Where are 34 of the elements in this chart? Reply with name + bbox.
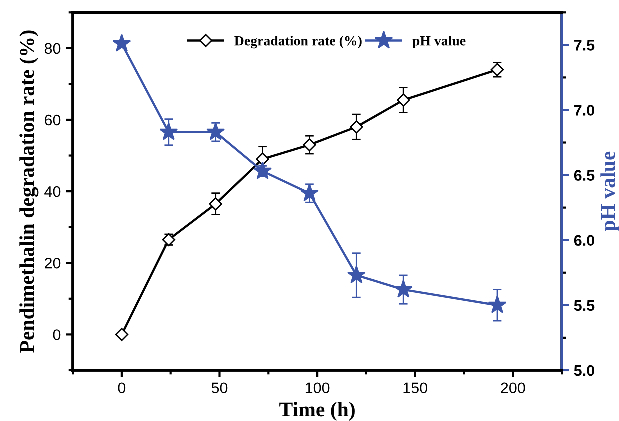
legend-label: pH value [412,36,466,49]
x-tick-label: 150 [404,382,428,394]
x-tick-label: 100 [306,382,330,394]
y-axis-title: Pendimethalin degradation rate (%) [20,30,39,353]
point [206,122,226,140]
y2-tick-label: 7.0 [574,105,594,116]
y-tick-label: 0 [53,330,61,340]
y-tick-label: 80 [44,43,61,54]
point [397,94,410,107]
point [350,120,364,134]
point [209,197,222,211]
point [115,328,129,342]
point [300,184,320,202]
y2-tick-label: 6.0 [574,235,594,246]
point [303,138,316,152]
y2-tick-label: 7.5 [574,40,595,51]
point [253,162,272,180]
x-tick-label: 50 [212,382,228,394]
x-tick-label: 0 [118,382,126,394]
point [160,122,178,140]
point [256,152,270,166]
y-tick-label: 40 [44,186,61,198]
y-tick-label: 60 [45,114,61,126]
y-tick-label: 20 [45,258,61,269]
x-axis-title: Time (h) [280,402,355,421]
point [347,266,366,284]
y2-tick-label: 5.5 [574,300,595,312]
point [488,296,507,314]
y2-tick-label: 5.0 [574,365,594,376]
x-tick-label: 200 [501,382,526,394]
y2-tick-label: 6.5 [574,170,595,181]
point [394,280,413,298]
point [112,34,132,52]
legend-label: Degradation rate (%) [234,36,362,49]
